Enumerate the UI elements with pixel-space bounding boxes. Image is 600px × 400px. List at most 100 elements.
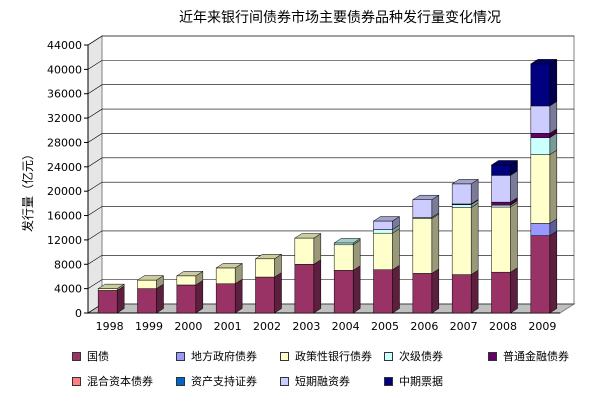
legend-swatch (72, 351, 81, 361)
gridline (87, 60, 574, 70)
bar-front (215, 283, 236, 314)
bar-side (510, 202, 518, 273)
gridline (87, 35, 574, 46)
legend-item: 短期融资券 (280, 374, 350, 388)
legend-item: 混合资本债券 (72, 374, 153, 388)
side-wall (87, 35, 103, 314)
bar-top (411, 194, 440, 200)
bar-front (451, 274, 472, 314)
y-tick-label: 44000 (47, 39, 82, 52)
legend-item: 国债 (72, 349, 109, 363)
y-tick-label: 24000 (47, 161, 82, 174)
bar-side (195, 280, 204, 314)
legend-label: 中期票据 (399, 375, 443, 388)
bar-front (137, 279, 157, 289)
legend-item: 中期票据 (384, 374, 443, 388)
bar-segment (333, 265, 361, 314)
x-tick-label: 2003 (292, 320, 320, 333)
bar-side (510, 267, 518, 314)
bar-front (176, 284, 197, 314)
legend-swatch (72, 376, 81, 386)
gridline (87, 181, 574, 192)
y-tick-label: 4000 (54, 283, 82, 296)
legend-label: 混合资本债券 (87, 375, 153, 388)
bar-side (470, 269, 479, 314)
bar-front (97, 288, 118, 291)
bar-front (530, 105, 551, 134)
legend-item: 政策性银行债券 (280, 349, 372, 363)
x-tick-label: 2005 (371, 320, 399, 333)
x-tick-label: 2008 (489, 320, 517, 333)
bar-top (215, 263, 244, 269)
bar-segment (491, 267, 518, 314)
x-tick-label: 2004 (332, 320, 360, 333)
bar-segment (451, 202, 479, 276)
x-tick-label: 1999 (135, 320, 163, 333)
legend-item: 次级债券 (384, 349, 443, 363)
bar-side (549, 100, 558, 134)
bar-front (373, 229, 393, 234)
bar-front (491, 204, 511, 208)
bar-front (255, 258, 275, 278)
legend-label: 国债 (87, 350, 109, 363)
bar-front (530, 235, 551, 314)
bar-segment (255, 272, 282, 314)
y-tick-label: 28000 (47, 136, 82, 149)
bar-segment (530, 100, 558, 134)
legend-swatch (176, 376, 185, 386)
legend-label: 短期融资券 (295, 375, 350, 388)
bar-top (529, 59, 558, 65)
bar-side (234, 278, 243, 314)
bar-side (392, 228, 400, 271)
legend-swatch (384, 351, 393, 361)
bar-front (451, 204, 472, 208)
legend-item: 地方政府债券 (176, 349, 257, 363)
bar-side (313, 233, 322, 265)
bar-front (333, 242, 354, 246)
bar-front (176, 275, 197, 286)
bar-top (254, 254, 283, 260)
legend-swatch (176, 351, 185, 361)
x-tick-label: 2007 (450, 320, 478, 333)
bar-side (549, 58, 558, 107)
bar-front (412, 199, 433, 218)
bar-side (549, 149, 558, 224)
x-tick-label: 2001 (214, 320, 242, 333)
bar-side (156, 283, 164, 314)
bar-front (491, 201, 511, 206)
y-tick-label: 8000 (54, 258, 82, 271)
bar-side (549, 230, 558, 314)
x-tick-label: 2009 (528, 320, 556, 333)
bar-top (372, 216, 401, 222)
bar-side (352, 239, 361, 271)
legend-swatch (280, 376, 289, 386)
bar-side (352, 265, 361, 314)
y-tick-label: 0 (75, 307, 82, 320)
bar-side (313, 259, 322, 314)
chart-title: 近年来银行间债券市场主要债券品种发行量变化情况 (179, 9, 501, 26)
bar-front (491, 164, 511, 176)
bar-front (294, 237, 315, 265)
plot-area: 0 4000 8000 12000 16000 20000 24000 28000 32000 3… (47, 35, 576, 333)
bar-top (293, 233, 322, 239)
legend-label: 地方政府债券 (191, 350, 257, 363)
legend-label: 普通金融债券 (503, 350, 569, 363)
x-tick-label: 2002 (253, 320, 281, 333)
bar-front (451, 207, 472, 275)
legend-label: 政策性银行债券 (295, 350, 372, 363)
bar-front (294, 264, 315, 314)
legend-item: 资产支持证券 (176, 374, 257, 388)
bar-side (392, 264, 400, 314)
bar-segment (530, 58, 558, 107)
bar-side (431, 268, 440, 314)
bar-segment (412, 268, 440, 314)
bar-segment (137, 283, 164, 314)
bar-front (530, 154, 551, 224)
legend-label: 资产支持证券 (191, 375, 257, 388)
bar-top (490, 160, 519, 166)
bar-front (491, 271, 511, 314)
bar-front (412, 273, 433, 314)
bar-segment (412, 213, 440, 274)
y-tick-label: 20000 (47, 185, 82, 198)
